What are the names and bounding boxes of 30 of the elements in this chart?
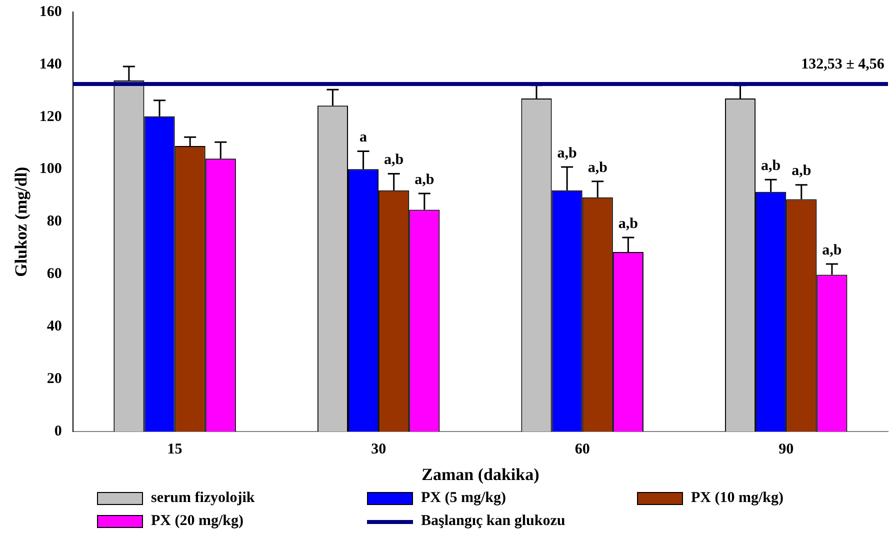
- data-label: a,b: [557, 145, 577, 162]
- y-axis-title: Glukoz (mg/dl): [12, 166, 31, 277]
- x-tick-label: 90: [778, 441, 794, 458]
- y-tick-label: 80: [46, 214, 62, 230]
- y-tick-label: 20: [46, 371, 62, 388]
- y-tick-label: 60: [46, 266, 62, 282]
- legend-label: serum fizyolojik: [151, 490, 255, 507]
- y-tick-label: 120: [39, 108, 62, 125]
- data-label: a,b: [822, 242, 842, 258]
- y-tick-label: 40: [46, 318, 62, 335]
- data-label: a,b: [761, 158, 781, 174]
- x-axis-title: Zaman (dakika): [422, 465, 540, 484]
- y-tick-label: 100: [39, 161, 62, 178]
- x-tick-label: 30: [371, 441, 386, 458]
- data-label: a,b: [618, 216, 638, 232]
- data-label: a,b: [384, 152, 404, 168]
- data-label: a,b: [414, 172, 434, 188]
- legend-label: PX (20 mg/kg): [151, 513, 244, 530]
- legend-label: PX (10 mg/kg): [691, 490, 784, 507]
- data-label: a: [360, 130, 368, 146]
- data-label: a,b: [792, 163, 812, 180]
- annotation: 132,53 ± 4,56: [801, 56, 885, 72]
- x-tick-label: 60: [574, 441, 590, 458]
- x-tick-label: 15: [167, 441, 182, 458]
- legend-label: PX (5 mg/kg): [421, 490, 506, 507]
- y-tick-label: 0: [54, 423, 62, 440]
- data-label: a,b: [588, 160, 608, 176]
- y-tick-label: 140: [39, 56, 62, 72]
- y-tick-label: 160: [39, 4, 62, 20]
- legend-label: Başlangıç kan glukozu: [421, 513, 566, 530]
